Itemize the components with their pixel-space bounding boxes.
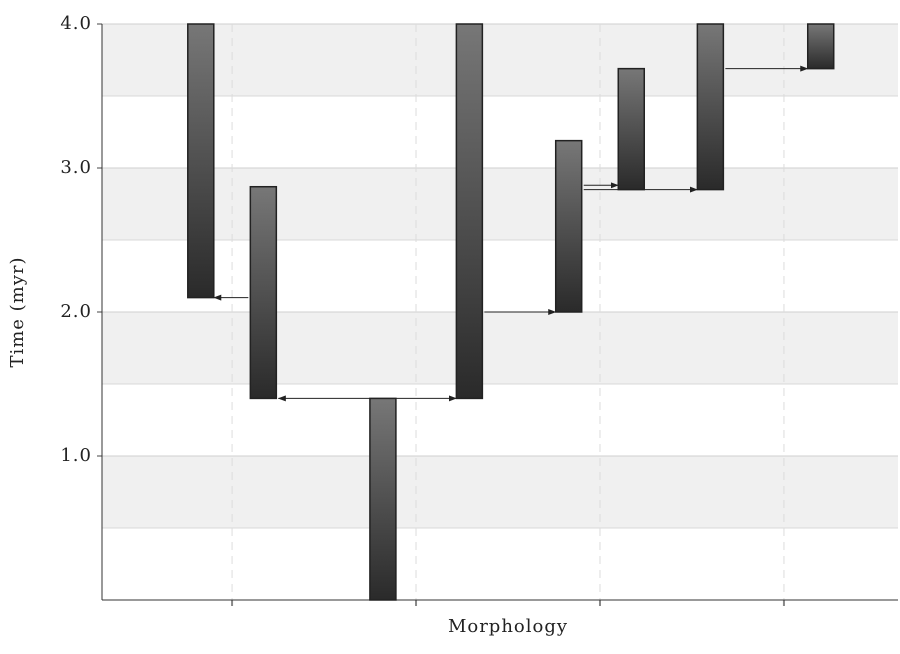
bar xyxy=(696,23,725,191)
bar xyxy=(369,397,397,601)
bar xyxy=(617,67,646,191)
grid-band xyxy=(102,24,898,96)
y-tick-label: 2.0 xyxy=(60,301,92,322)
y-tick-label: 1.0 xyxy=(60,445,92,466)
bar xyxy=(249,185,278,400)
grid-band xyxy=(102,312,898,384)
grid-band xyxy=(102,456,898,528)
x-axis-label: Morphology xyxy=(448,616,568,637)
grid-band xyxy=(102,168,898,240)
bar xyxy=(455,23,484,400)
bar xyxy=(187,23,215,299)
y-tick-label: 3.0 xyxy=(60,157,92,178)
bar xyxy=(806,23,835,70)
y-tick-label: 4.0 xyxy=(60,13,92,34)
bar xyxy=(554,139,583,313)
y-axis-label: Time (myr) xyxy=(7,256,28,367)
